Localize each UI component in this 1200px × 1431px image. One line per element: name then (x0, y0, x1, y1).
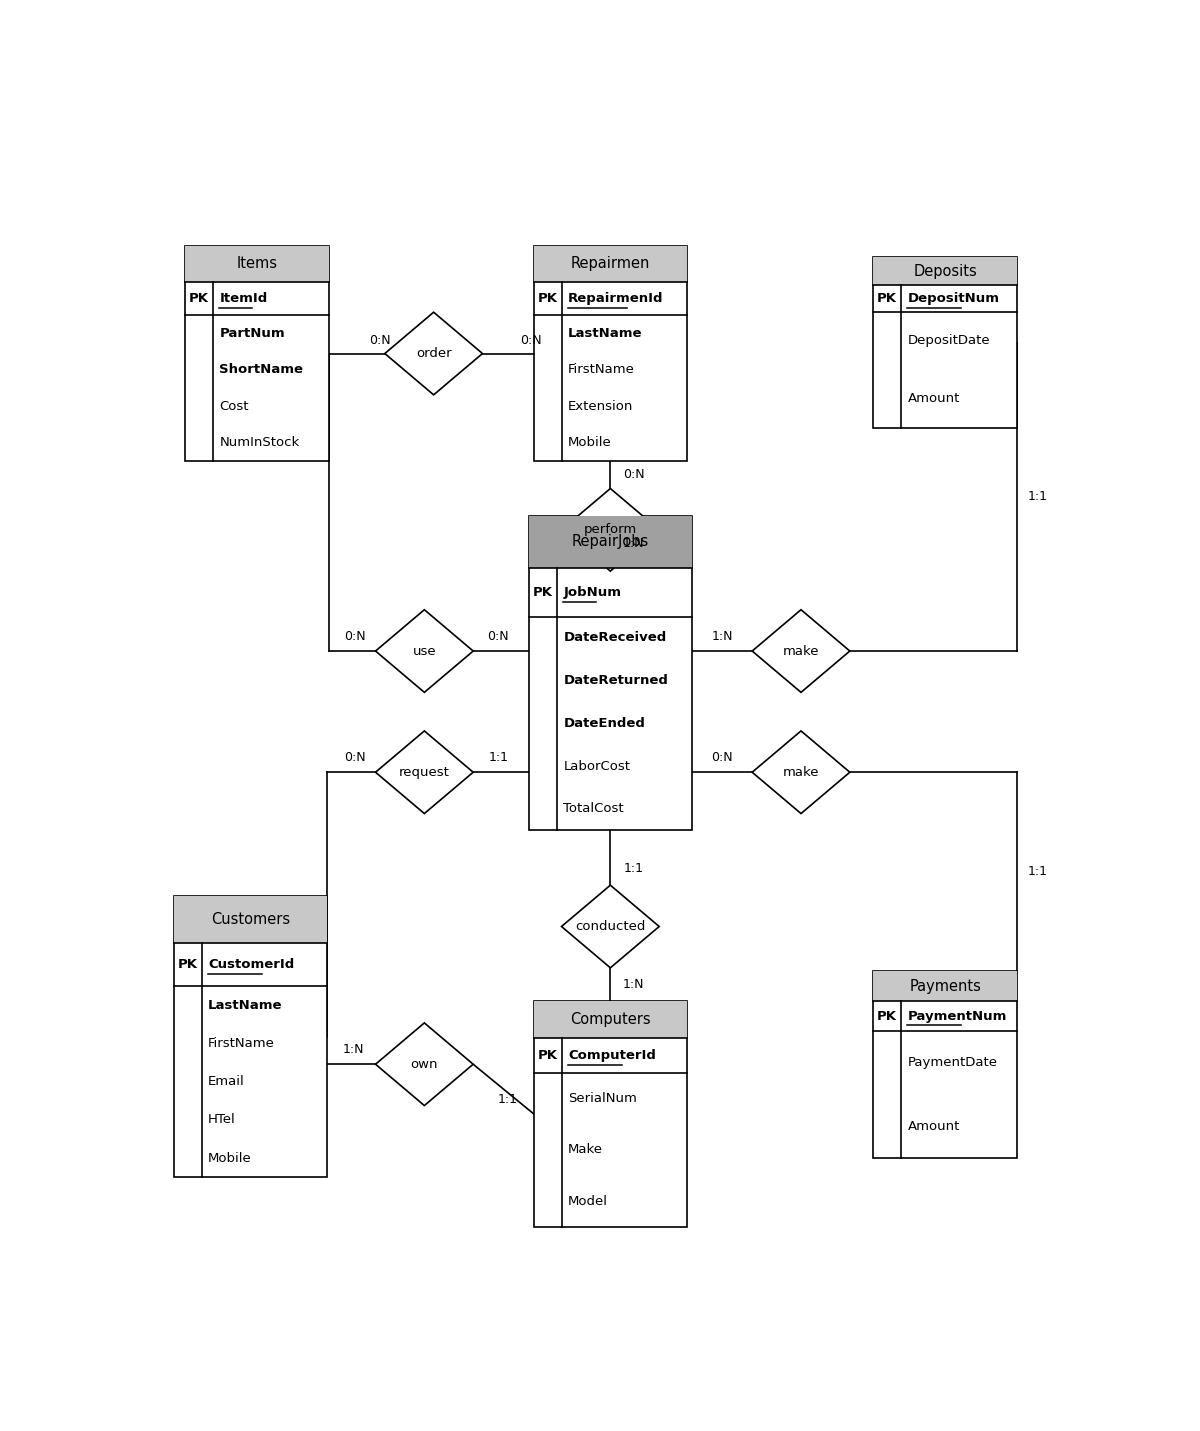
Text: FirstName: FirstName (208, 1037, 275, 1050)
Polygon shape (376, 731, 473, 814)
Text: 0:N: 0:N (487, 630, 509, 643)
Bar (874, 258, 1018, 428)
Text: Email: Email (208, 1075, 245, 1088)
Bar (534, 246, 688, 461)
Text: DateReturned: DateReturned (563, 674, 668, 687)
Text: PK: PK (538, 292, 558, 305)
Text: 1:N: 1:N (342, 1043, 364, 1056)
Bar (185, 246, 329, 461)
Text: own: own (410, 1058, 438, 1070)
Text: 0:N: 0:N (370, 333, 391, 346)
Bar (529, 517, 691, 830)
Text: SerialNum: SerialNum (568, 1092, 637, 1105)
Text: use: use (413, 644, 436, 657)
Text: 1:1: 1:1 (1027, 491, 1048, 504)
Bar (874, 970, 1018, 1002)
Text: 1:1: 1:1 (488, 751, 509, 764)
Text: Deposits: Deposits (913, 263, 977, 279)
Polygon shape (376, 1023, 473, 1106)
Text: Make: Make (568, 1143, 604, 1156)
Text: ItemId: ItemId (220, 292, 268, 305)
Text: PK: PK (188, 292, 209, 305)
Text: ComputerId: ComputerId (568, 1049, 656, 1062)
Text: Repairmen: Repairmen (571, 256, 650, 272)
Text: conducted: conducted (575, 920, 646, 933)
Text: Customers: Customers (211, 912, 290, 927)
Text: RepairJobs: RepairJobs (571, 534, 649, 550)
Text: Items: Items (236, 256, 277, 272)
Bar (529, 517, 691, 568)
Bar (874, 970, 1018, 1158)
Bar (534, 1000, 688, 1037)
Bar (874, 258, 1018, 285)
Text: make: make (782, 766, 820, 778)
Text: make: make (782, 644, 820, 657)
Text: 0:N: 0:N (344, 751, 366, 764)
Text: Amount: Amount (907, 392, 960, 405)
Text: LastName: LastName (568, 326, 642, 339)
Text: PK: PK (877, 1009, 898, 1023)
Polygon shape (562, 886, 659, 967)
Text: NumInStock: NumInStock (220, 436, 300, 449)
Text: DepositNum: DepositNum (907, 292, 1000, 305)
Bar (534, 246, 688, 282)
Text: 1:1: 1:1 (498, 1093, 517, 1106)
Text: LastName: LastName (208, 999, 283, 1012)
Text: 0:N: 0:N (344, 630, 366, 643)
Text: Computers: Computers (570, 1012, 650, 1027)
Text: perform: perform (583, 524, 637, 537)
Text: DepositDate: DepositDate (907, 335, 990, 348)
Text: 1:1: 1:1 (624, 861, 643, 876)
Text: JobNum: JobNum (563, 585, 622, 598)
Bar (534, 1000, 688, 1226)
Text: Model: Model (568, 1195, 608, 1208)
Text: PaymentDate: PaymentDate (907, 1056, 997, 1069)
Text: Mobile: Mobile (208, 1152, 252, 1165)
Text: Extension: Extension (568, 399, 634, 412)
Text: PK: PK (877, 292, 898, 305)
Text: PK: PK (533, 585, 553, 598)
Text: 1:1: 1:1 (1027, 864, 1048, 877)
Text: PK: PK (538, 1049, 558, 1062)
Text: order: order (416, 348, 451, 361)
Text: 0:N: 0:N (623, 468, 644, 481)
Text: PK: PK (178, 957, 198, 970)
Text: Mobile: Mobile (568, 436, 612, 449)
Text: 0:N: 0:N (520, 333, 541, 346)
Text: CustomerId: CustomerId (208, 957, 294, 970)
Text: HTel: HTel (208, 1113, 236, 1126)
Polygon shape (562, 488, 659, 571)
Polygon shape (752, 610, 850, 693)
Bar (174, 896, 328, 943)
Polygon shape (385, 312, 482, 395)
Text: Amount: Amount (907, 1119, 960, 1132)
Text: PartNum: PartNum (220, 326, 284, 339)
Text: 1:N: 1:N (712, 630, 733, 643)
Text: PaymentNum: PaymentNum (907, 1009, 1007, 1023)
Polygon shape (376, 610, 473, 693)
Text: FirstName: FirstName (568, 363, 635, 376)
Text: DateReceived: DateReceived (563, 631, 667, 644)
Bar (174, 896, 328, 1178)
Bar (185, 246, 329, 282)
Text: RepairmenId: RepairmenId (568, 292, 664, 305)
Text: 0:N: 0:N (712, 751, 733, 764)
Text: Cost: Cost (220, 399, 248, 412)
Text: LaborCost: LaborCost (563, 760, 630, 773)
Polygon shape (752, 731, 850, 814)
Text: ShortName: ShortName (220, 363, 304, 376)
Text: request: request (398, 766, 450, 778)
Text: 1:N: 1:N (623, 977, 644, 990)
Text: 1:N: 1:N (623, 537, 644, 550)
Text: TotalCost: TotalCost (563, 803, 624, 816)
Text: DateEnded: DateEnded (563, 717, 646, 730)
Text: Payments: Payments (910, 979, 982, 993)
